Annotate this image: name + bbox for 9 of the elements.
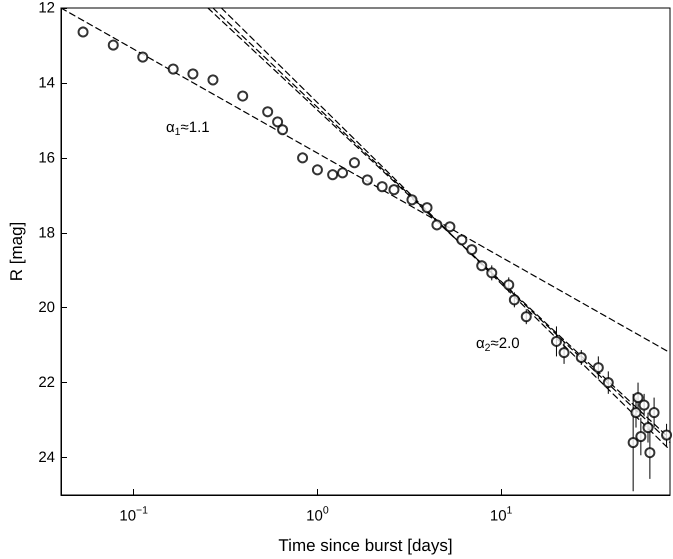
y-axis-title: R [mag] bbox=[7, 222, 26, 282]
y-tick-label: 20 bbox=[38, 299, 55, 316]
y-tick-label: 18 bbox=[38, 224, 55, 242]
y-tick-label: 16 bbox=[38, 149, 55, 166]
y-tick-label: 14 bbox=[38, 74, 55, 92]
y-tick-label: 24 bbox=[38, 449, 55, 466]
y-tick-label: 12 bbox=[38, 0, 55, 16]
y-tick-label: 22 bbox=[38, 374, 55, 392]
x-axis-title: Time since burst [days] bbox=[278, 536, 453, 555]
